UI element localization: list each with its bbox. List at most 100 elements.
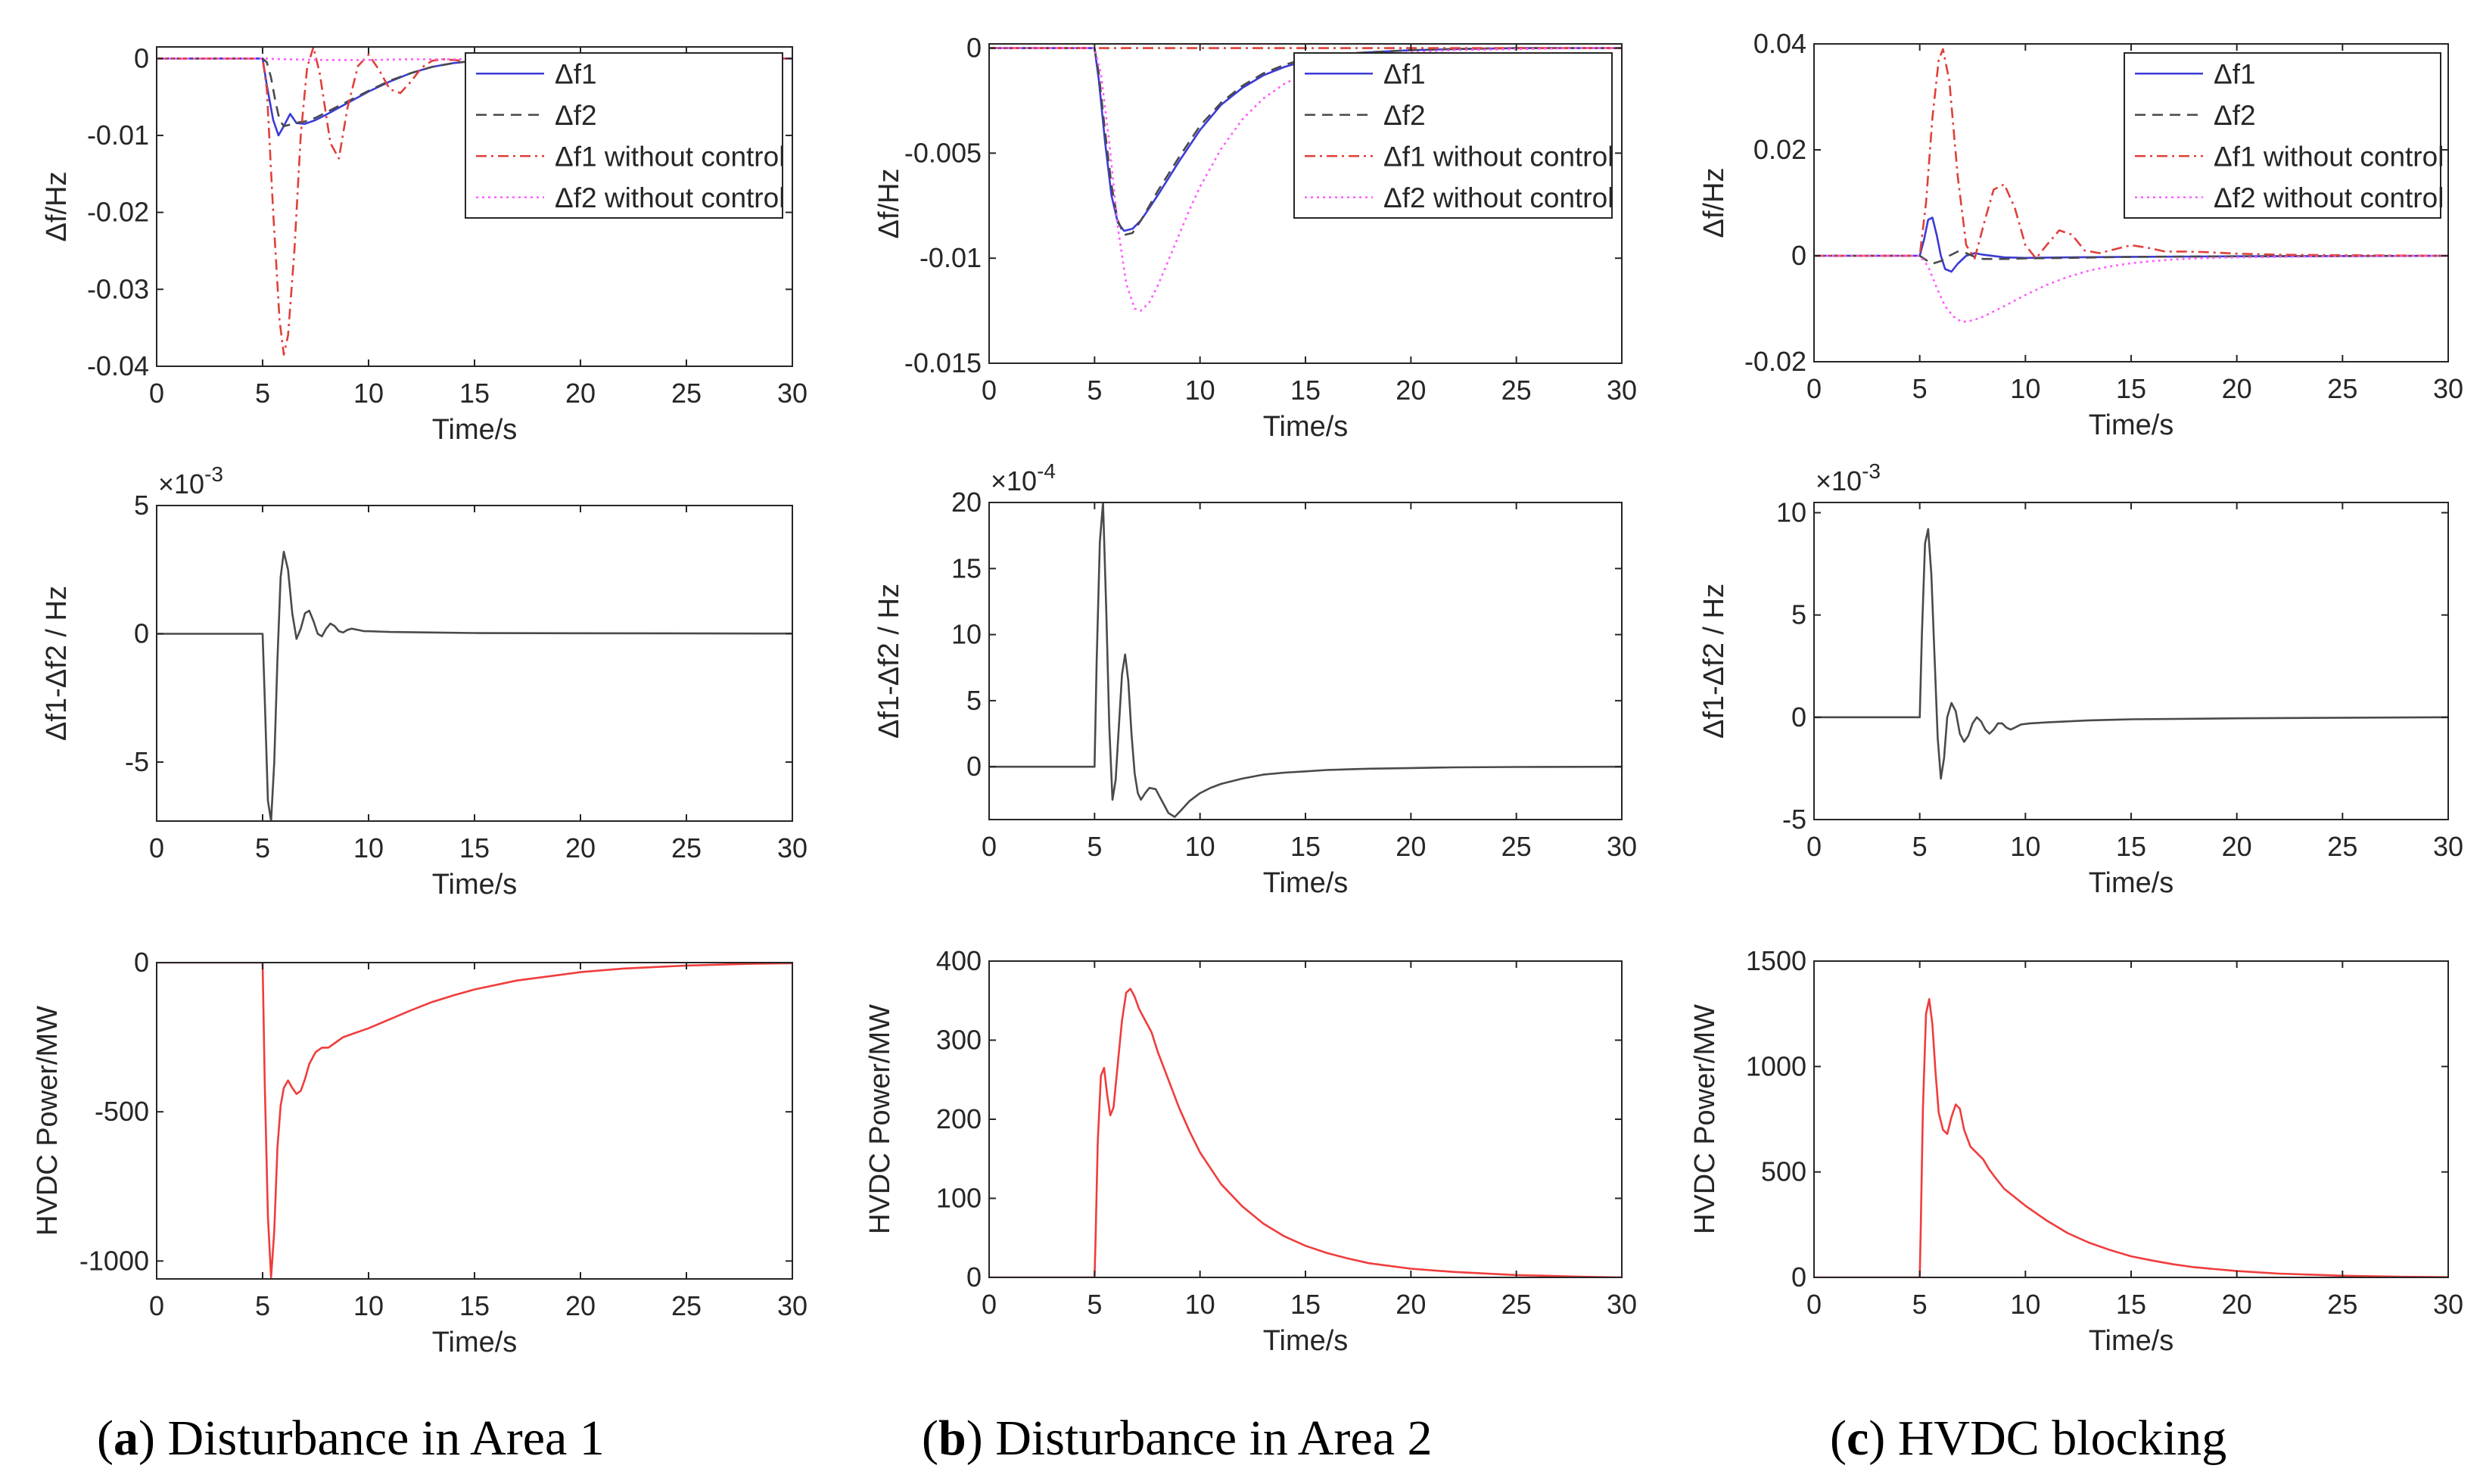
x-tick-label: 10 xyxy=(2010,373,2040,404)
x-tick-label: 5 xyxy=(1087,831,1102,862)
x-tick-label: 20 xyxy=(565,1290,596,1321)
x-tick-label: 15 xyxy=(1290,375,1321,406)
x-axis-label: Time/s xyxy=(432,869,518,901)
y-tick-label: 200 xyxy=(936,1103,982,1134)
y-axis-label: HVDC Power/MW xyxy=(864,1004,896,1234)
y-tick-label: 0 xyxy=(966,1262,982,1293)
legend-label: Δf2 xyxy=(1383,100,1426,131)
exponent-label: ×10-3 xyxy=(1816,459,1881,496)
x-tick-label: 20 xyxy=(565,832,596,863)
legend-label: Δf1 without control xyxy=(555,141,785,172)
x-tick-label: 25 xyxy=(2327,1289,2357,1320)
series-group xyxy=(157,963,792,1279)
y-tick-label: 0 xyxy=(966,33,982,64)
legend-label: Δf2 without control xyxy=(2214,182,2444,213)
x-tick-label: 5 xyxy=(255,378,270,409)
x-tick-label: 10 xyxy=(353,378,384,409)
x-tick-label: 20 xyxy=(565,378,596,409)
plots-layer: 0 5 10 15 20 25 30 0 -0.01 -0.02 -0.03 -0.04 Time/s Δ… xyxy=(32,28,2463,1358)
x-tick-label: 30 xyxy=(1607,375,1637,406)
x-tick-label: 0 xyxy=(149,378,164,409)
x-tick-label: 30 xyxy=(1607,831,1637,862)
y-tick-label: 500 xyxy=(1761,1156,1806,1187)
series-line-delta_f2 xyxy=(1814,250,2448,265)
y-tick-label: 400 xyxy=(936,945,982,976)
y-tick-label: 0 xyxy=(1791,702,1806,733)
exponent-label: ×10-3 xyxy=(158,462,223,499)
legend-box xyxy=(1293,52,1613,219)
x-tick-label: 25 xyxy=(1501,1289,1532,1320)
x-tick-label: 15 xyxy=(459,378,490,409)
y-tick-label: 1000 xyxy=(1746,1050,1806,1081)
axes-box xyxy=(988,960,1623,1278)
series-group xyxy=(989,988,1622,1277)
x-tick-label: 5 xyxy=(255,1290,270,1321)
y-tick-label: -500 xyxy=(95,1096,149,1127)
x-tick-label: 10 xyxy=(1185,375,1215,406)
x-tick-label: 25 xyxy=(2327,373,2357,404)
series-line-diff xyxy=(157,550,792,821)
x-tick-label: 15 xyxy=(1290,831,1321,862)
y-tick-label: 5 xyxy=(966,685,982,716)
y-tick-label: 5 xyxy=(1791,599,1806,630)
y-tick-label: -0.005 xyxy=(904,137,982,168)
caption-b: (b) Disturbance in Area 2 xyxy=(922,1411,1433,1466)
series-group xyxy=(157,550,792,821)
y-axis-label: Δf/Hz xyxy=(1698,168,1730,238)
chart-a-diff: 0 5 10 15 20 25 30 5 0 -5 Time/s Δf1-Δf2 / Hz ×10-3 xyxy=(41,462,807,901)
y-tick-label: 1500 xyxy=(1746,945,1806,976)
y-tick-label: 0 xyxy=(1791,240,1806,271)
legend-box xyxy=(465,52,783,219)
x-axis-label: Time/s xyxy=(432,1327,518,1358)
y-axis-label: Δf1-Δf2 / Hz xyxy=(41,586,73,741)
x-tick-label: 25 xyxy=(1501,375,1532,406)
x-tick-label: 10 xyxy=(353,832,384,863)
x-tick-label: 20 xyxy=(2222,373,2252,404)
legend-label: Δf1 xyxy=(1383,58,1426,89)
x-tick-label: 15 xyxy=(459,1290,490,1321)
y-axis-label: Δf/Hz xyxy=(41,172,73,242)
chart-a-freq: 0 5 10 15 20 25 30 0 -0.01 -0.02 -0.03 -0.04 Time/s Δ… xyxy=(41,42,807,446)
legend-box xyxy=(2124,52,2441,219)
series-line-hvdc xyxy=(1814,997,2448,1277)
x-tick-label: 0 xyxy=(1806,1289,1822,1320)
y-tick-label: -0.04 xyxy=(87,350,149,381)
legend-label: Δf1 xyxy=(2214,58,2256,89)
x-tick-label: 5 xyxy=(255,832,270,863)
series-group xyxy=(1814,997,2448,1277)
chart-c-hvdc: 0 5 10 15 20 25 30 1500 1000 500 0 Time/s HVDC Power… xyxy=(1689,945,2463,1357)
y-axis-label: Δf1-Δf2 / Hz xyxy=(873,583,905,739)
x-tick-label: 0 xyxy=(982,831,997,862)
y-axis-label: Δf1-Δf2 / Hz xyxy=(1698,583,1730,739)
series-line-delta_f2_nc xyxy=(157,58,792,61)
x-tick-label: 0 xyxy=(149,832,164,863)
legend-label: Δf2 xyxy=(555,100,597,131)
x-tick-label: 30 xyxy=(2433,831,2463,862)
y-tick-label: -5 xyxy=(1782,804,1806,835)
series-line-hvdc xyxy=(989,988,1622,1277)
y-tick-label: -0.03 xyxy=(87,273,149,304)
legend-label: Δf2 without control xyxy=(555,182,785,213)
y-tick-label: -0.02 xyxy=(87,197,149,228)
legend-label: Δf1 without control xyxy=(2214,141,2444,172)
x-tick-label: 25 xyxy=(2327,831,2357,862)
axes-box xyxy=(1813,960,2449,1278)
axes-box xyxy=(1813,502,2449,820)
y-tick-label: -5 xyxy=(125,746,149,777)
caption-a-text: Disturbance in Area 1 xyxy=(155,1411,605,1466)
x-tick-label: 0 xyxy=(982,1289,997,1320)
x-axis-label: Time/s xyxy=(2089,409,2174,441)
series-line-delta_f2_nc xyxy=(989,47,1622,312)
y-tick-label: -0.01 xyxy=(919,242,982,273)
caption-c: (c) HVDC blocking xyxy=(1830,1411,2226,1466)
x-tick-label: 20 xyxy=(1396,375,1426,406)
x-axis-label: Time/s xyxy=(1263,867,1349,899)
y-tick-label: 0 xyxy=(134,947,149,978)
x-tick-label: 15 xyxy=(2116,831,2146,862)
x-tick-label: 10 xyxy=(1185,831,1215,862)
y-tick-label: 0 xyxy=(966,751,982,782)
x-tick-label: 30 xyxy=(777,1290,807,1321)
y-tick-label: -0.01 xyxy=(87,120,149,151)
